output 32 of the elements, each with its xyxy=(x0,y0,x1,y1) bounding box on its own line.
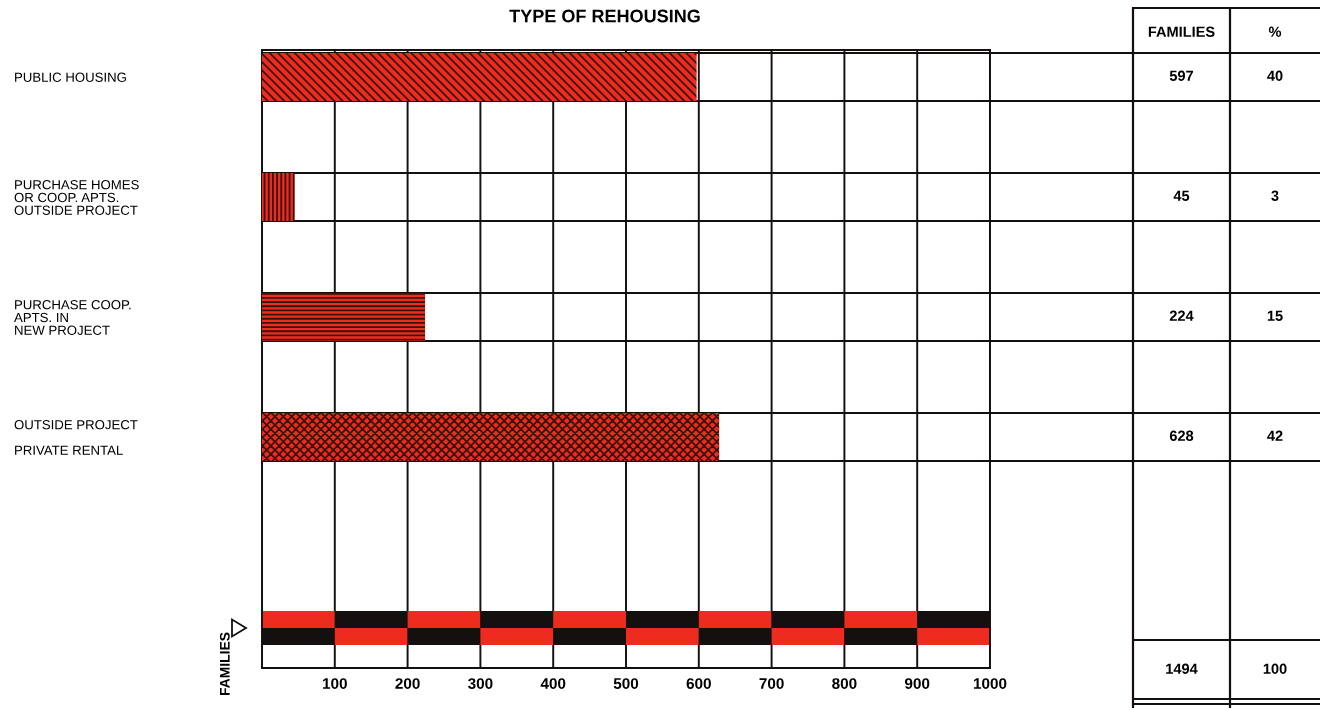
x-tick-label: 500 xyxy=(613,678,639,689)
data-label: 224 xyxy=(1169,310,1194,321)
bar xyxy=(262,413,720,461)
x-tick-label: 800 xyxy=(832,678,857,689)
chart-title: TYPE OF REHOUSING xyxy=(509,9,700,23)
data-label: 45 xyxy=(1173,190,1190,201)
x-tick-label: 300 xyxy=(468,678,493,689)
text: 100 xyxy=(1263,663,1287,674)
y-tick-label: PURCHASE HOMES OR COOP. APTS. OUTSIDE PROJECT xyxy=(14,180,139,215)
data-label: 597 xyxy=(1169,70,1194,81)
data-label: 628 xyxy=(1169,430,1194,441)
x-tick-label: 1000 xyxy=(973,678,1007,689)
bar xyxy=(262,53,697,101)
category-label: OUTSIDE PROJECT PRIVATE RENTAL xyxy=(14,420,138,455)
bar xyxy=(262,293,426,341)
y-tick-label: PUBLIC HOUSING xyxy=(15,72,126,82)
text: 1494 xyxy=(1166,663,1198,674)
text: 42 xyxy=(1267,430,1283,441)
y-tick-label: PURCHASE COOP. APTS. IN NEW PROJECT xyxy=(14,300,131,335)
text: FAMILIES xyxy=(219,632,230,696)
bar xyxy=(262,173,295,221)
x-tick-label: 900 xyxy=(904,678,930,689)
text: % xyxy=(1268,26,1282,37)
text: 15 xyxy=(1267,310,1283,321)
x-tick-label: 700 xyxy=(759,678,784,689)
x-tick-label: 400 xyxy=(540,678,566,689)
x-tick-label: 100 xyxy=(323,678,347,689)
x-tick-label: 200 xyxy=(395,678,420,689)
text: FAMILIES xyxy=(1148,26,1215,37)
text: 3 xyxy=(1271,190,1279,201)
x-tick-label: 600 xyxy=(686,678,711,689)
text: 40 xyxy=(1267,70,1283,81)
